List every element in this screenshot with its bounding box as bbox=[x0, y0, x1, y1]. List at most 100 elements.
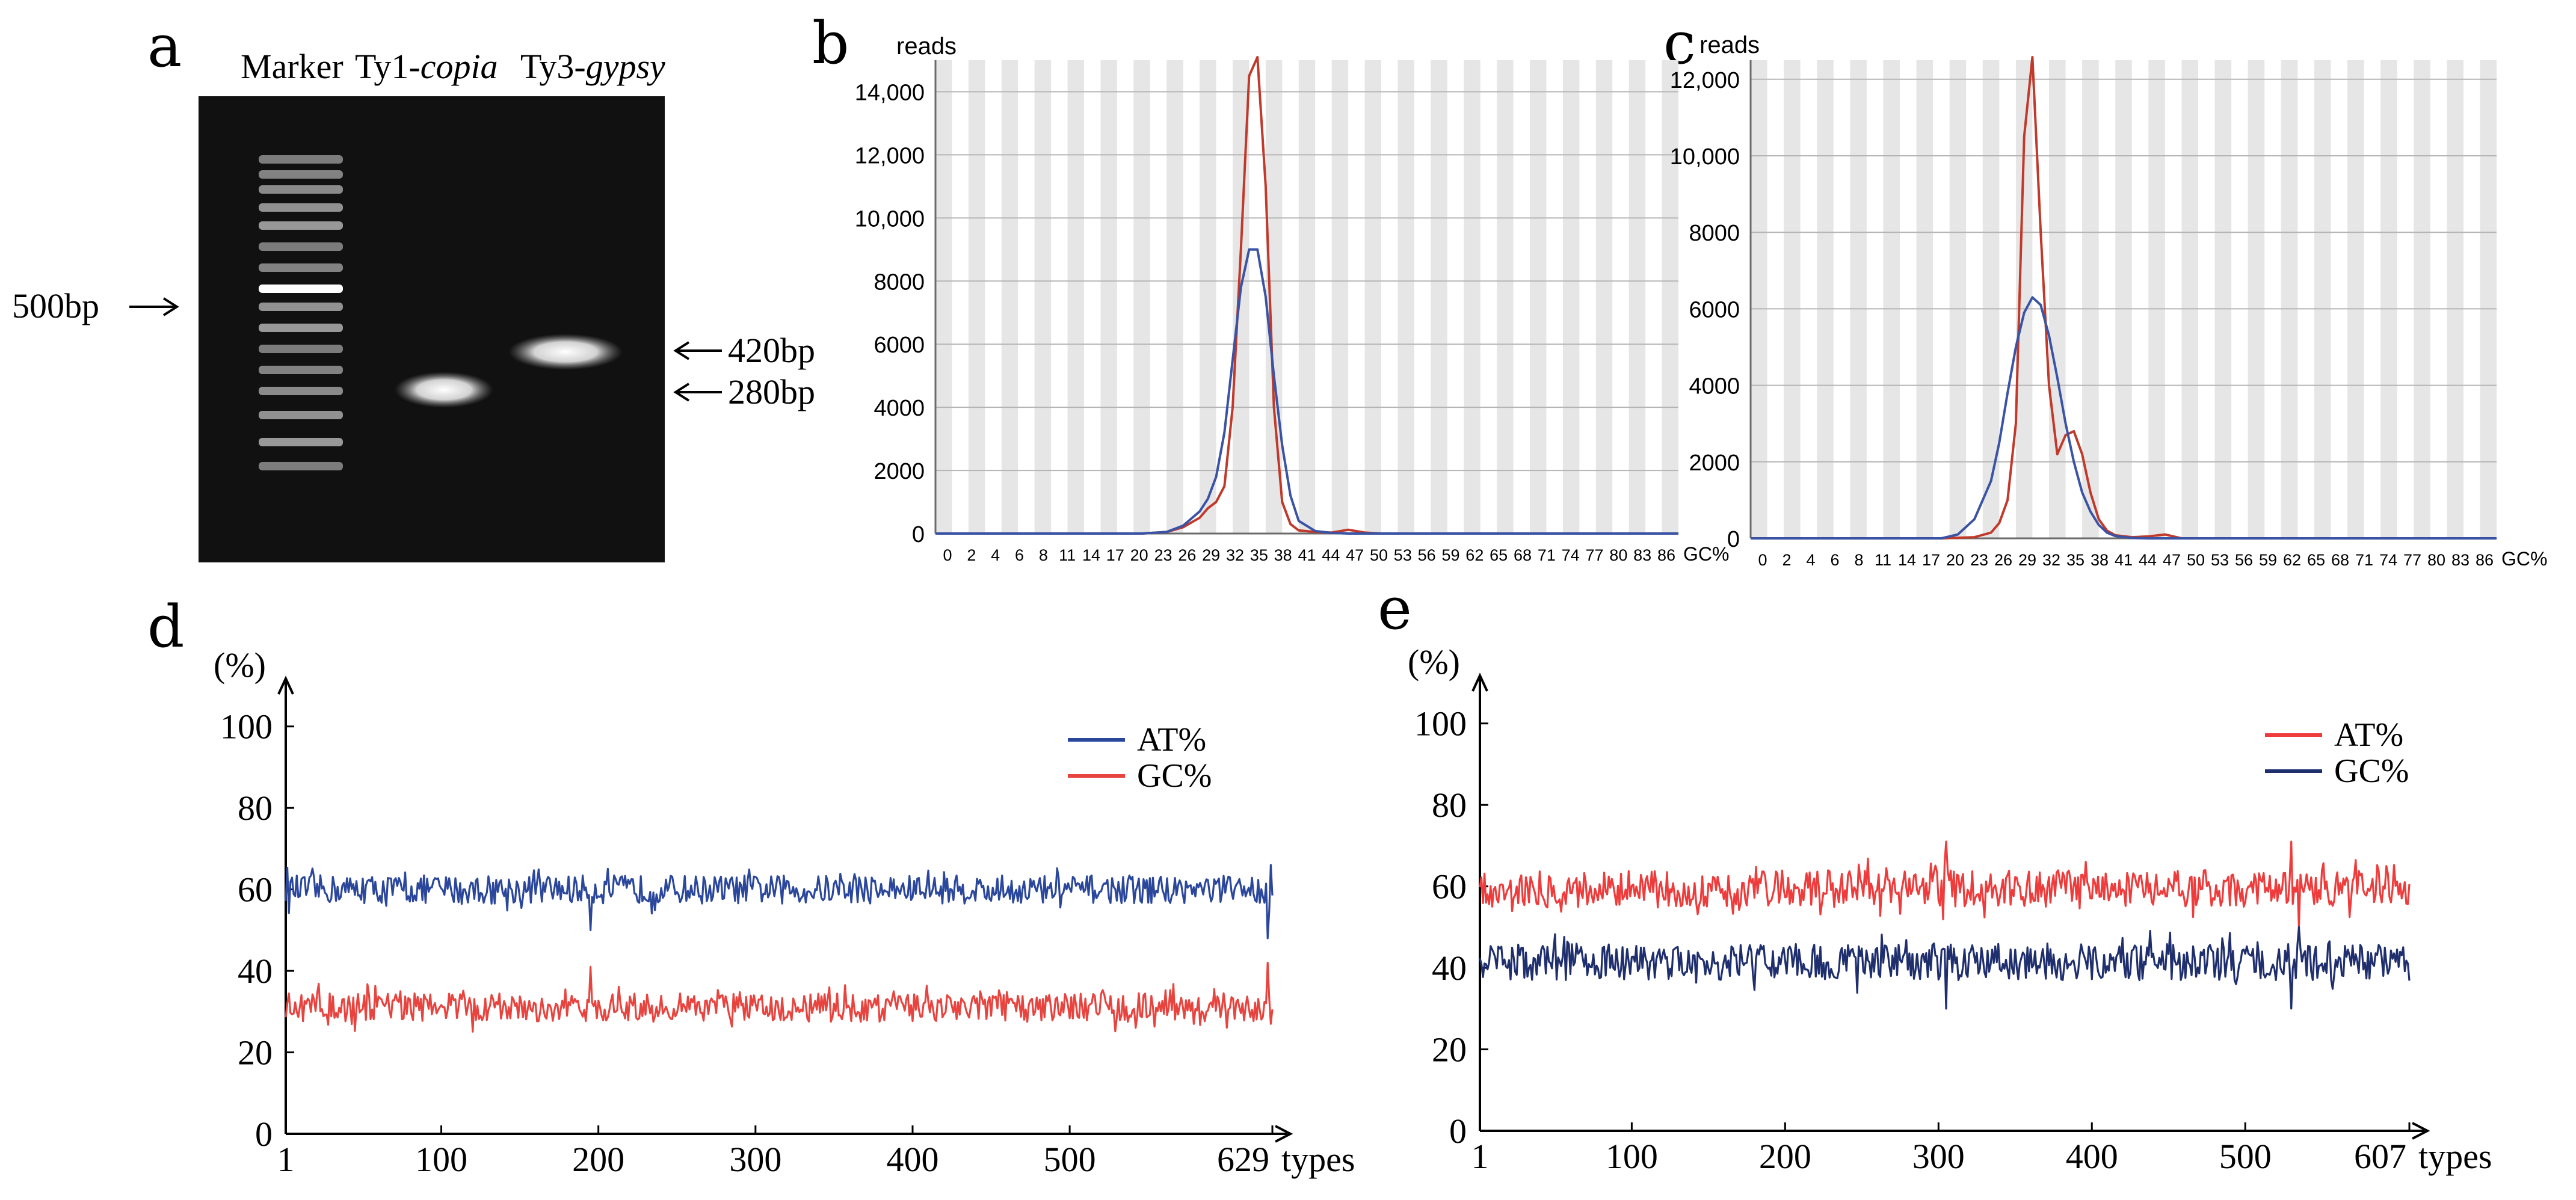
series-line-0 bbox=[285, 864, 1274, 940]
series-line-1 bbox=[285, 961, 1274, 1033]
x-tick-label: 53 bbox=[2211, 551, 2229, 569]
y-tick-label: 12,000 bbox=[1670, 68, 1740, 93]
ladder-band bbox=[259, 170, 343, 179]
x-tick-label: 80 bbox=[1609, 546, 1627, 564]
y-tick-label: 60 bbox=[1432, 867, 1467, 906]
grid-stripe bbox=[2082, 60, 2099, 538]
x-tick-label: 1 bbox=[1471, 1137, 1489, 1176]
y-tick-label: 4000 bbox=[1689, 374, 1740, 399]
x-tick-label: 300 bbox=[729, 1140, 781, 1179]
x-tick-label: 14 bbox=[1082, 546, 1100, 564]
y-tick-label: 20 bbox=[238, 1033, 273, 1072]
x-tick-label: 59 bbox=[1441, 546, 1459, 564]
y-axis-arrow bbox=[1471, 672, 1488, 692]
x-tick-label: 35 bbox=[1250, 546, 1268, 564]
x-tick-label: 100 bbox=[1606, 1137, 1658, 1176]
y-tick-label: 6000 bbox=[1689, 297, 1740, 322]
grid-stripe bbox=[2214, 60, 2232, 538]
x-tick-label: 4 bbox=[991, 546, 1000, 564]
grid-stripe bbox=[1034, 60, 1052, 534]
y-tick-label: 8000 bbox=[874, 269, 925, 295]
grid-stripe bbox=[1265, 60, 1283, 534]
y-tick-label: 100 bbox=[1414, 704, 1467, 743]
series-line-1 bbox=[1751, 296, 2497, 540]
x-tick-label: 41 bbox=[1298, 546, 1316, 564]
x-tick-label: 400 bbox=[886, 1140, 938, 1179]
panel-letter-a: a bbox=[147, 13, 182, 80]
panel-letter-e: e bbox=[1378, 575, 1412, 642]
series-line-0 bbox=[935, 56, 1678, 535]
panel-letter-d: d bbox=[147, 593, 184, 660]
grid-stripe bbox=[2447, 60, 2464, 538]
x-tick-label: 20 bbox=[1946, 551, 1964, 569]
x-tick-label: 53 bbox=[1394, 546, 1412, 564]
lane-label-marker: Marker bbox=[241, 47, 344, 86]
ladder-band bbox=[259, 438, 343, 446]
y-tick-label: 2000 bbox=[874, 459, 925, 484]
grid-stripe bbox=[1628, 60, 1646, 534]
y-axis-label: (%) bbox=[1408, 642, 1460, 682]
grid-stripe bbox=[2380, 60, 2397, 538]
grid-stripe bbox=[2049, 60, 2066, 538]
ladder-band bbox=[259, 387, 343, 395]
x-tick-label: 11 bbox=[1875, 551, 1891, 569]
x-axis-arrow bbox=[1275, 1125, 1293, 1143]
arrow-280bp bbox=[673, 383, 722, 402]
x-tick-label: 59 bbox=[2259, 551, 2277, 569]
ladder-band bbox=[259, 285, 343, 293]
series-line-0 bbox=[1479, 840, 2411, 929]
x-tick-label: 0 bbox=[1758, 551, 1767, 569]
y-tick-label: 12,000 bbox=[855, 143, 925, 168]
y-tick-label: 8000 bbox=[1689, 221, 1740, 246]
y-tick-label: 2000 bbox=[1689, 451, 1740, 476]
grid-stripe bbox=[1200, 60, 1216, 534]
y-tick-label: 100 bbox=[220, 707, 273, 746]
legend-label-0: AT% bbox=[1137, 721, 1206, 758]
grid-stripe bbox=[1067, 60, 1084, 534]
legend-label-1: GC% bbox=[2334, 752, 2409, 790]
base-composition-chart-e: 0 20 40 60 80 100 1 100 200 300 400 500 607 (%) types A… bbox=[1408, 642, 2492, 1176]
arrow-500bp bbox=[129, 297, 179, 316]
grid-stripe bbox=[1916, 60, 1934, 538]
size-label-500bp: 500bp bbox=[12, 286, 99, 325]
x-tick-label: 17 bbox=[1106, 546, 1124, 564]
ladder-band bbox=[259, 345, 343, 353]
grid-stripe bbox=[1364, 60, 1381, 534]
x-tick-label: 11 bbox=[1059, 546, 1076, 564]
y-axis-arrow bbox=[277, 675, 294, 695]
x-tick-label: 86 bbox=[2476, 551, 2494, 569]
x-axis-label: types bbox=[1281, 1140, 1355, 1179]
x-tick-label: 6 bbox=[1830, 551, 1839, 569]
marker-ladder-bands bbox=[259, 155, 343, 470]
x-axis-label: GC% bbox=[2501, 548, 2547, 570]
grid-stripe bbox=[1133, 60, 1150, 534]
y-tick-label: 0 bbox=[255, 1115, 273, 1154]
x-tick-label: 83 bbox=[1633, 546, 1651, 564]
legend-label-1: GC% bbox=[1137, 757, 1212, 795]
grid-stripe bbox=[2248, 60, 2265, 538]
x-tick-label: 23 bbox=[1970, 551, 1988, 569]
grid-stripe bbox=[968, 60, 985, 534]
x-tick-label: 29 bbox=[1202, 546, 1220, 564]
x-tick-label: 56 bbox=[1418, 546, 1436, 564]
x-tick-label: 6 bbox=[1015, 546, 1024, 564]
x-tick-label: 500 bbox=[2219, 1137, 2272, 1176]
x-tick-label: 77 bbox=[2403, 551, 2421, 569]
y-tick-label: 40 bbox=[238, 952, 273, 991]
x-tick-label: 65 bbox=[1490, 546, 1508, 564]
lane-label-gypsy: Ty3-gypsy bbox=[520, 47, 665, 86]
x-tick-label: 500 bbox=[1044, 1140, 1096, 1179]
grid-stripe bbox=[2414, 60, 2430, 538]
gel-panel: Marker Ty1-copia Ty3-gypsy 500bp 420bp 2… bbox=[12, 47, 815, 562]
ladder-band bbox=[259, 263, 343, 272]
ladder-band bbox=[259, 242, 343, 251]
x-tick-label: 68 bbox=[2331, 551, 2349, 569]
grid-stripe bbox=[2181, 60, 2198, 538]
x-tick-label: 200 bbox=[572, 1140, 624, 1179]
grid-stripe bbox=[1497, 60, 1514, 534]
x-tick-label: 38 bbox=[1274, 546, 1292, 564]
lane-label-copia: Ty1-copia bbox=[355, 47, 498, 86]
x-tick-label: 29 bbox=[2018, 551, 2036, 569]
